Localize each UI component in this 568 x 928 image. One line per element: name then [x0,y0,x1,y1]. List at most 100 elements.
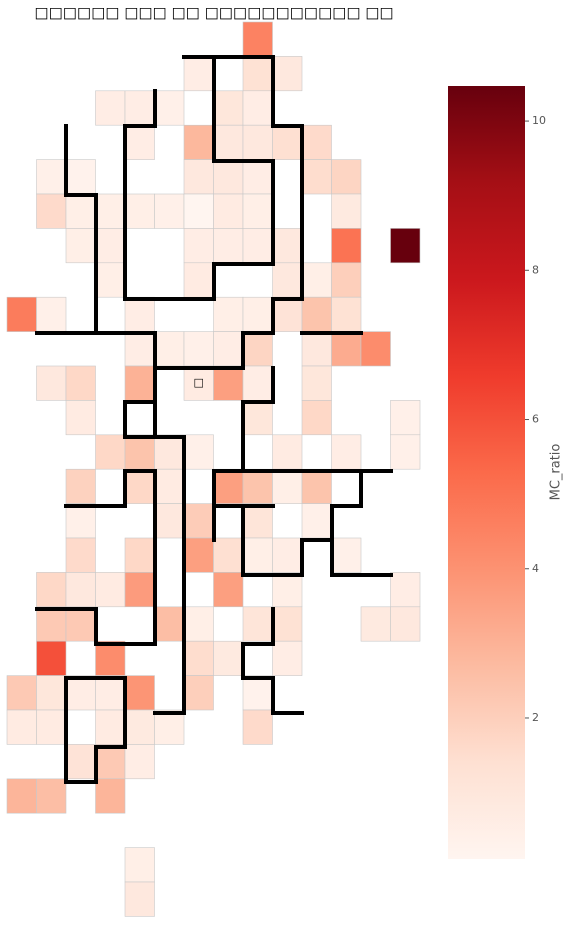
cell [124,537,155,573]
colorbar-tick-label: 2 [532,711,539,724]
cell [242,468,273,504]
cell [65,503,96,539]
cell [272,296,303,332]
cell [272,606,303,642]
cell [65,675,96,711]
cell [301,124,332,160]
cell [95,228,126,264]
cell [242,400,273,436]
cell [242,124,273,160]
chart-title: □□□□□□ □□□ □□ □□□□□□□□□□□ □□ [34,4,393,22]
cell [301,400,332,436]
cell [331,228,362,264]
border [35,435,186,715]
cell [65,228,96,264]
cell [301,262,332,298]
cell [183,503,214,539]
cell [124,434,155,470]
cell [360,331,391,367]
cell [183,124,214,160]
cell [183,159,214,195]
cell [242,193,273,229]
border [212,366,275,542]
cell [36,709,67,745]
cell [390,400,421,436]
cell [124,468,155,504]
cell [213,537,244,573]
cell [272,56,303,92]
cell [154,468,185,504]
cell [95,90,126,126]
cell [154,331,185,367]
cell [183,193,214,229]
cell [124,572,155,608]
cell [301,468,332,504]
cell [213,159,244,195]
cell [301,296,332,332]
cell [183,434,214,470]
cell [242,90,273,126]
cell [124,331,155,367]
cell [242,296,273,332]
cell [272,640,303,676]
colorbar-tick-label: 4 [532,562,539,575]
cell [183,675,214,711]
cell [95,193,126,229]
cell [272,468,303,504]
cell [183,331,214,367]
cell [272,228,303,264]
cell [331,193,362,229]
cell [331,331,362,367]
cell [242,606,273,642]
cell [95,709,126,745]
cell [154,709,185,745]
cell [242,56,273,92]
cell [242,365,273,401]
cell [95,572,126,608]
colorbar-tick-label: 8 [532,263,539,276]
border [123,55,275,301]
cell [36,296,67,332]
cell [183,640,214,676]
cell [6,709,37,745]
cell [272,537,303,573]
cell [36,365,67,401]
region-borders [35,55,393,784]
cell [65,193,96,229]
cell [213,640,244,676]
cell [36,572,67,608]
cell [95,262,126,298]
cell [213,468,244,504]
cell [272,124,303,160]
cell [301,503,332,539]
cell [213,90,244,126]
cell [154,606,185,642]
cell [183,606,214,642]
cell [36,159,67,195]
cell [65,400,96,436]
cell [124,365,155,401]
cell [65,606,96,642]
colorbar-tick-label: 10 [532,114,546,127]
cell [65,572,96,608]
cell [331,296,362,332]
cell [124,847,155,883]
cell [390,228,421,264]
cell [242,159,273,195]
cell [213,572,244,608]
cell [65,744,96,780]
cell [242,675,273,711]
cell [242,331,273,367]
cell [213,331,244,367]
cell [154,434,185,470]
border [64,124,98,335]
cell [124,124,155,160]
cell [154,503,185,539]
colorbar [448,86,525,859]
cell [213,296,244,332]
cell [65,159,96,195]
cell [124,193,155,229]
cell [36,675,67,711]
cell [95,640,126,676]
cell [390,434,421,470]
